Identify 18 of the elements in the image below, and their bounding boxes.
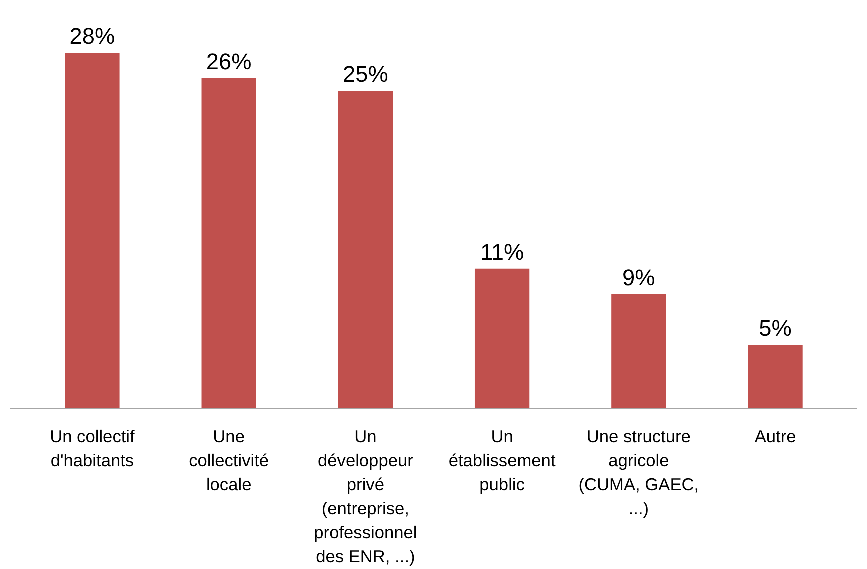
bar bbox=[202, 78, 256, 408]
data-label: 25% bbox=[343, 61, 388, 88]
data-label: 5% bbox=[759, 315, 792, 342]
x-tick-label: Une collectivité locale bbox=[189, 426, 270, 494]
bar bbox=[612, 294, 666, 408]
bar bbox=[748, 345, 803, 408]
bar bbox=[474, 268, 530, 408]
x-tick-label: Un établissement public bbox=[448, 426, 556, 494]
x-tick-label: Un collectif d'habitants bbox=[50, 426, 136, 470]
bar bbox=[338, 91, 394, 408]
data-label: 9% bbox=[622, 264, 656, 290]
x-tick-label: Autre bbox=[754, 426, 796, 446]
data-label: 26% bbox=[206, 48, 252, 75]
x-tick-label: Une structure agricole (CUMA, GAEC, ...) bbox=[578, 426, 700, 518]
bar bbox=[65, 53, 120, 408]
data-label: 11% bbox=[480, 238, 524, 265]
x-tick-label: Un développeur privé (entreprise, professionnel des ENR, ...) bbox=[314, 426, 418, 566]
data-label: 28% bbox=[70, 23, 116, 50]
